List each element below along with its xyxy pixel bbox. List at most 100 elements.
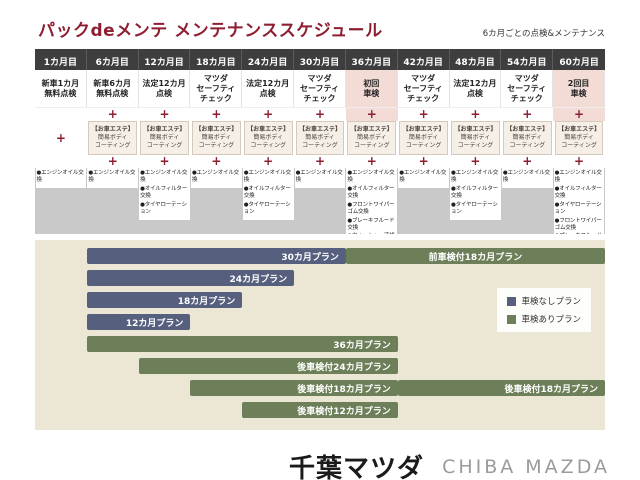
maintenance-item: ●エンジンオイル交換 (36, 170, 84, 184)
schedule-column-10: 54カ月目 マツダ セーフティ チェック + 【お車エステ】 簡易ボディ コーティング + ●… (501, 49, 554, 234)
body-coating-box: 【お車エステ】 簡易ボディ コーティング (191, 121, 241, 155)
maintenance-items: ●エンジンオイル交換 (86, 168, 139, 234)
legend-swatch (507, 296, 517, 306)
gantt-bar-label: 30カ月プラン (281, 252, 339, 263)
legend-item: 車検ありプラン (507, 313, 581, 325)
plus-sign: + (449, 155, 502, 168)
body-coating-text: 【お車エステ】 (402, 126, 445, 134)
body-coating-text: 【お車エステ】 (454, 126, 497, 134)
body-coating-text: 簡易ボディ (149, 134, 180, 142)
maintenance-item: ●ウォッシャー液補充 (347, 233, 396, 234)
maintenance-item: ●エンジンオイル交換 (243, 170, 291, 184)
body-coating-text: 【お車エステ】 (558, 126, 601, 134)
plus-sign: + (55, 131, 66, 145)
este-cell: 【お車エステ】 簡易ボディ コーティング (501, 121, 554, 155)
plus-sign: + (397, 108, 450, 121)
gantt-bar: 後車検付24カ月プラン (138, 358, 398, 374)
maintenance-items-list: ●エンジンオイル交換 (87, 168, 139, 188)
body-coating-box: 【お車エステ】 簡易ボディ コーティング (295, 121, 345, 155)
este-cell: 【お車エステ】 簡易ボディ コーティング (86, 121, 139, 155)
month-label: 60カ月目 (553, 49, 605, 70)
schedule-column-2: 6カ月目 新車6カ月 無料点検 + 【お車エステ】 簡易ボディ コーティング + ●エンジンオ… (86, 49, 139, 234)
maintenance-item: ●オイルフィルター交換 (140, 185, 188, 200)
gantt-bar: 18カ月プラン (86, 292, 243, 308)
gantt-bar-label: 12カ月プラン (125, 318, 184, 329)
maintenance-item: ●エンジンオイル交換 (140, 170, 188, 184)
schedule-column-8: 42カ月目 マツダ セーフティ チェック + 【お車エステ】 簡易ボディ コーティング + ●… (397, 49, 450, 234)
body-coating-box: 【お車エステ】 簡易ボディ コーティング (140, 121, 189, 155)
plus-sign: + (86, 155, 139, 168)
gantt-bar-label: 後車検付18カ月プラン (297, 384, 391, 395)
month-label: 24カ月目 (242, 49, 295, 70)
plus-sign: + (345, 155, 398, 168)
legend-label: 車検なしプラン (521, 297, 581, 307)
month-label: 36カ月目 (345, 49, 398, 70)
plus-sign: + (138, 108, 191, 121)
maintenance-item: ●オイルフィルター交換 (243, 185, 291, 200)
service-cell: 法定12カ月 点検 (449, 70, 502, 108)
body-coating-text: コーティング (457, 141, 494, 149)
maintenance-item: ●エンジンオイル交換 (451, 170, 499, 184)
maintenance-items-list: ●エンジンオイル交換 ●オイルフィルター交換 ●タイヤローテーション (450, 168, 501, 220)
este-cell: 【お車エステ】 簡易ボディ コーティング (345, 121, 398, 155)
schedule-column-3: 12カ月目 法定12カ月 点検 + 【お車エステ】 簡易ボディ コーティング + ●エンジンオ… (138, 49, 191, 234)
maintenance-items: ●エンジンオイル交換 ●オイルフィルター交換 ●タイヤローテーション (242, 168, 295, 234)
maintenance-item: ●エンジンオイル交換 (295, 170, 343, 184)
month-label: 6カ月目 (86, 49, 139, 70)
maintenance-items: ●エンジンオイル交換 (190, 168, 243, 234)
maintenance-items-list: ●エンジンオイル交換 ●オイルフィルター交換 ●タイヤローテーション (139, 168, 190, 220)
maintenance-item: ●ブレーキフルード交換 (347, 217, 395, 231)
legend-swatch (507, 314, 517, 324)
maintenance-items-list: ●エンジンオイル交換 ●オイルフィルター交換 ●フロントワイパーゴム交換 ●ブレーキフ… (346, 168, 398, 234)
plus-sign: + (501, 155, 554, 168)
body-coating-text: コーティング (405, 141, 442, 149)
page-subtitle: 6カ月ごとの点検&メンテナンス (482, 29, 605, 39)
este-cell: 【お車エステ】 簡易ボディ コーティング (242, 121, 295, 155)
plus-sign: + (242, 108, 295, 121)
maintenance-items: ●エンジンオイル交換 (294, 168, 346, 234)
body-coating-text: 簡易ボディ (512, 134, 543, 142)
month-label: 48カ月目 (449, 49, 502, 70)
maintenance-items-list: ●エンジンオイル交換 (294, 168, 346, 188)
service-cell: 法定12カ月 点検 (138, 70, 191, 108)
body-coating-text: コーティング (302, 141, 338, 149)
schedule-column-11: 60カ月目 2回目 車検 + 【お車エステ】 簡易ボディ コーティング + ●エンジンオイル交… (553, 49, 605, 234)
este-cell: 【お車エステ】 簡易ボディ コーティング (294, 121, 346, 155)
schedule-column-4: 18カ月目 マツダ セーフティ チェック + 【お車エステ】 簡易ボディ コーティング + ●… (190, 49, 243, 234)
maintenance-item: ●エンジンオイル交換 (502, 170, 550, 184)
plus-sign: + (397, 155, 450, 168)
page-footer: 千葉マツダ CHIBA MAZDA (0, 430, 640, 480)
service-cell: 新車1カ月 無料点検 (35, 70, 87, 108)
plus-sign: + (190, 108, 243, 121)
plus-sign: + (553, 108, 605, 121)
plus-sign: + (501, 108, 554, 121)
gantt-bar-label: 後車検付12カ月プラン (297, 406, 391, 417)
schedule-column-5: 24カ月目 法定12カ月 点検 + 【お車エステ】 簡易ボディ コーティング + ●エンジンオ… (242, 49, 295, 234)
body-coating-text: 簡易ボディ (357, 134, 387, 142)
plus-sign (35, 108, 87, 121)
plus-sign: + (242, 155, 295, 168)
body-coating-box: 【お車エステ】 簡易ボディ コーティング (243, 121, 293, 155)
body-coating-text: 簡易ボディ (97, 134, 128, 142)
maintenance-items-list: ●エンジンオイル交換 (501, 168, 553, 188)
body-coating-text: 【お車エステ】 (91, 126, 134, 134)
service-cell: マツダ セーフティ チェック (501, 70, 554, 108)
service-cell: 法定12カ月 点検 (242, 70, 295, 108)
maintenance-item: ●オイルフィルター交換 (347, 185, 395, 200)
month-label: 18カ月目 (190, 49, 243, 70)
month-label: 12カ月目 (138, 49, 191, 70)
maintenance-item: ●タイヤローテーション (140, 201, 187, 216)
gantt-bar-label: 36カ月プラン (333, 340, 391, 351)
body-coating-text: コーティング (250, 141, 286, 149)
body-coating-text: コーティング (198, 141, 235, 149)
maintenance-item: ●エンジンオイル交換 (347, 170, 395, 184)
legend-label: 車検ありプラン (521, 315, 581, 325)
este-cell: 【お車エステ】 簡易ボディ コーティング (449, 121, 502, 155)
maintenance-item: ●オイルフィルター交換 (554, 185, 602, 200)
plus-sign: + (294, 108, 346, 121)
body-coating-text: 簡易ボディ (460, 134, 491, 142)
body-coating-text: 【お車エステ】 (506, 126, 549, 134)
maintenance-items: ●エンジンオイル交換 ●オイルフィルター交換 ●タイヤローテーション (138, 168, 191, 234)
body-coating-box: 【お車エステ】 簡易ボディ コーティング (502, 121, 552, 155)
